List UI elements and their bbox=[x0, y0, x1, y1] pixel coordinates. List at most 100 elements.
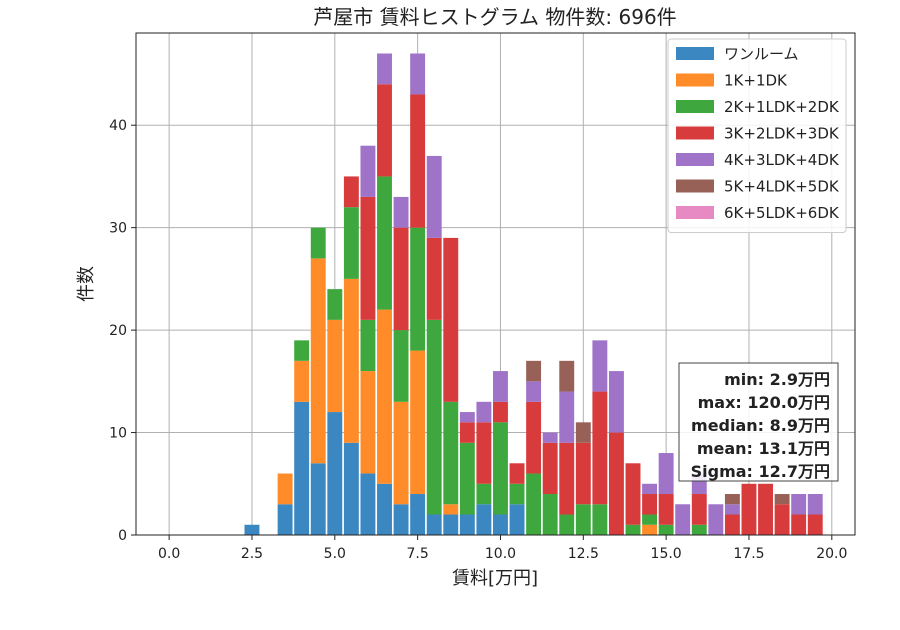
bar-segment-series-6 bbox=[724, 494, 740, 505]
legend-label: 4K+3LDK+4DK bbox=[724, 151, 840, 169]
bar-segment-series-4 bbox=[807, 514, 823, 535]
x-axis-title: 賃料[万円] bbox=[452, 568, 538, 589]
x-tick-label: 17.5 bbox=[733, 546, 764, 562]
bar-segment-series-5 bbox=[642, 483, 658, 495]
y-tick-label: 40 bbox=[109, 118, 127, 134]
bar-segment-series-3 bbox=[642, 514, 658, 525]
bar-segment-series-1 bbox=[509, 504, 525, 535]
bar-segment-series-3 bbox=[625, 524, 641, 535]
bar-segment-series-4 bbox=[642, 494, 658, 515]
plot-area-frame bbox=[135, 32, 856, 536]
bar-segment-series-4 bbox=[426, 237, 442, 320]
bar-segment-series-4 bbox=[791, 514, 807, 535]
x-tick-label: 7.5 bbox=[407, 546, 429, 562]
x-tick-label: 20.0 bbox=[816, 546, 847, 562]
bar-segment-series-4 bbox=[360, 196, 376, 320]
bar-segment-series-1 bbox=[294, 401, 310, 535]
bar-segment-series-2 bbox=[277, 473, 293, 505]
bar-segment-series-1 bbox=[310, 463, 326, 535]
bar-segment-series-5 bbox=[459, 412, 475, 423]
bar-segment-series-5 bbox=[708, 504, 724, 535]
bar-segment-series-1 bbox=[426, 514, 442, 535]
bar-segment-series-4 bbox=[741, 483, 757, 535]
bar-segment-series-3 bbox=[509, 483, 525, 505]
bar-segment-series-3 bbox=[493, 422, 508, 515]
bar-segment-series-5 bbox=[410, 53, 426, 95]
bar-segment-series-4 bbox=[575, 442, 591, 505]
ticks-layer: 0.0 2.5 5.0 7.5 10.0 12.5 15.0 17.5 20.0 0 10 20 30 4… bbox=[109, 118, 847, 562]
legend-label: 6K+5LDK+6DK bbox=[724, 204, 840, 222]
legend-swatch bbox=[676, 206, 714, 219]
bar-segment-series-3 bbox=[443, 401, 459, 505]
bar-segment-series-4 bbox=[476, 422, 492, 484]
bar-segment-series-1 bbox=[459, 514, 475, 535]
bar-segment-series-5 bbox=[393, 196, 409, 228]
bar-segment-series-6 bbox=[575, 422, 591, 443]
bar-segment-series-3 bbox=[691, 524, 707, 535]
x-tick-label: 15.0 bbox=[651, 546, 682, 562]
bar-segment-series-1 bbox=[410, 494, 426, 535]
legend-label: 2K+1LDK+2DK bbox=[724, 98, 840, 116]
bar-segment-series-3 bbox=[327, 289, 343, 320]
legend-swatch bbox=[676, 126, 714, 140]
bar-segment-series-4 bbox=[459, 422, 475, 443]
bar-segment-series-1 bbox=[393, 504, 409, 535]
stats-box-frame bbox=[678, 362, 839, 482]
chart-title: 芦屋市 賃料ヒストグラム 物件数: 696件 bbox=[313, 5, 676, 29]
bar-segment-series-5 bbox=[658, 453, 674, 495]
legend-swatch bbox=[676, 73, 714, 87]
x-tick-label: 5.0 bbox=[324, 546, 346, 562]
legend-label: 1K+1DK bbox=[724, 72, 788, 90]
bar-segment-series-2 bbox=[327, 319, 343, 413]
bar-segment-series-5 bbox=[493, 371, 508, 402]
bar-segment-series-2 bbox=[642, 524, 658, 535]
bar-segment-series-3 bbox=[377, 176, 392, 310]
stats-line: min: 2.9万円 bbox=[724, 370, 830, 389]
bar-segment-series-1 bbox=[377, 483, 392, 535]
bar-segment-series-4 bbox=[443, 237, 459, 402]
bar-segment-series-5 bbox=[675, 504, 691, 535]
bar-segment-series-3 bbox=[294, 340, 310, 361]
bar-segment-series-5 bbox=[542, 432, 558, 443]
bar-segment-series-1 bbox=[277, 504, 293, 535]
bar-segment-series-2 bbox=[294, 360, 310, 402]
bar-segment-series-5 bbox=[476, 401, 492, 423]
bar-segment-series-5 bbox=[724, 504, 740, 515]
bar-segment-series-4 bbox=[542, 442, 558, 495]
legend-label: 3K+2LDK+3DK bbox=[724, 125, 840, 143]
bar-segment-series-3 bbox=[393, 330, 409, 402]
bar-segment-series-4 bbox=[691, 494, 707, 525]
bar-segment-series-4 bbox=[774, 504, 790, 535]
bar-segment-series-1 bbox=[443, 514, 459, 535]
bar-segment-series-3 bbox=[658, 524, 674, 535]
bar-segment-series-1 bbox=[244, 524, 260, 535]
stats-line: Sigma: 12.7万円 bbox=[691, 462, 830, 481]
bar-segment-series-5 bbox=[807, 494, 823, 515]
stats-line: mean: 13.1万円 bbox=[697, 439, 830, 458]
bar-segment-series-3 bbox=[459, 442, 475, 515]
bar-segment-series-4 bbox=[410, 94, 426, 228]
bar-segment-series-4 bbox=[377, 84, 392, 177]
y-tick-label: 10 bbox=[109, 426, 127, 442]
bar-segment-series-5 bbox=[608, 371, 624, 433]
bar-segment-series-3 bbox=[575, 504, 591, 535]
y-axis-title: 件数 bbox=[76, 266, 97, 302]
bar-segment-series-4 bbox=[592, 391, 608, 505]
legend-swatch bbox=[676, 153, 714, 166]
bar-segment-series-3 bbox=[559, 514, 575, 535]
bar-segment-series-2 bbox=[360, 371, 376, 474]
bar-segment-series-4 bbox=[526, 401, 542, 474]
legend-swatch bbox=[676, 179, 714, 193]
bar-segment-series-2 bbox=[410, 350, 426, 495]
bar-segment-series-6 bbox=[774, 494, 790, 505]
bar-segment-series-4 bbox=[393, 227, 409, 331]
x-tick-label: 10.0 bbox=[485, 546, 516, 562]
stats-box: min: 2.9万円 max: 120.0万円 median: 8.9万円 mean:… bbox=[678, 362, 839, 482]
x-tick-label: 2.5 bbox=[241, 546, 263, 562]
bar-segment-series-3 bbox=[360, 319, 376, 372]
bar-segment-series-5 bbox=[360, 145, 376, 197]
bar-segment-series-5 bbox=[526, 381, 542, 402]
bar-segment-series-3 bbox=[592, 504, 608, 535]
bar-segment-series-4 bbox=[559, 442, 575, 515]
bar-segment-series-4 bbox=[343, 176, 359, 208]
